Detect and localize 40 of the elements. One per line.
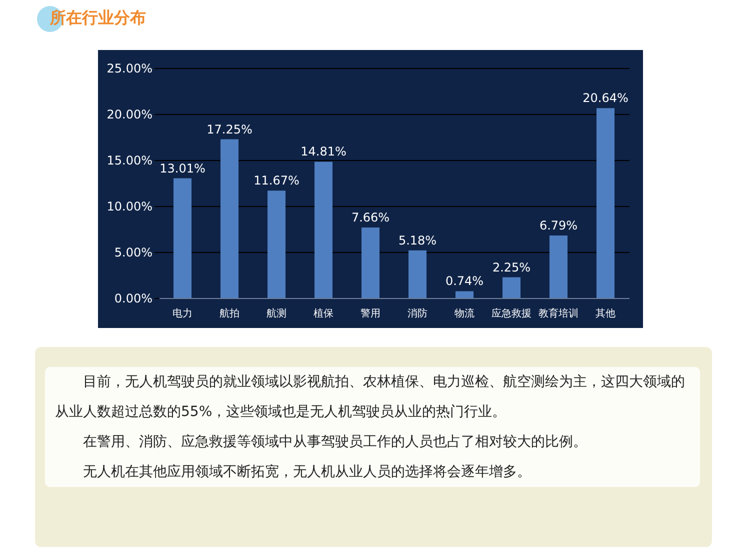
x-tick-label: 警用 — [360, 308, 380, 320]
bar — [220, 139, 238, 298]
text: 无人机在其他应用领域不断拓宽，无人机从业人员的选择将会逐年增多。 — [82, 463, 532, 482]
x-tick-label: 航测 — [266, 308, 286, 320]
data-label: 7.66% — [351, 210, 390, 225]
data-label: 20.64% — [582, 91, 628, 106]
y-tick-label: 10.00% — [106, 200, 152, 214]
y-tick-label: 5.00% — [114, 246, 152, 260]
x-tick-label: 应急救援 — [492, 308, 532, 320]
x-tick-label: 教育培训 — [538, 308, 578, 320]
data-label: 11.67% — [254, 174, 300, 188]
data-label: 6.79% — [539, 218, 578, 233]
y-tick-label: 15.00% — [106, 154, 152, 168]
chart-title: 所在行业分布 — [50, 8, 146, 29]
y-tick-label: 20.00% — [106, 108, 152, 122]
bar — [408, 250, 426, 298]
x-tick-label: 电力 — [172, 308, 192, 320]
bar — [550, 236, 568, 298]
x-tick-label: 植保 — [314, 308, 334, 320]
data-label: 0.74% — [445, 274, 484, 288]
x-tick-label: 其他 — [596, 308, 616, 320]
data-label: 13.01% — [160, 161, 206, 176]
x-tick-label: 航拍 — [220, 308, 240, 320]
bar — [314, 162, 332, 298]
y-tick-label: 25.00% — [106, 62, 152, 76]
text: 在警用、消防、应急救援等领域中从事驾驶员工作的人员也占了相对较大的比例。 — [82, 433, 588, 452]
data-label: 14.81% — [300, 144, 346, 159]
bar — [174, 178, 192, 298]
bar — [362, 228, 380, 298]
text: 目前，无人机驾驶员的就业领域以影视航拍、农林植保、电力巡检、航空测绘为主，这四大领域的从业人数超过总数的55%，这些领域也是无人机驾驶员从业的热门行业。 — [55, 373, 686, 422]
data-label: 2.25% — [492, 260, 531, 274]
x-tick-label: 物流 — [454, 308, 474, 320]
bar — [502, 277, 520, 298]
data-label: 5.18% — [398, 233, 437, 248]
data-label: 17.25% — [206, 122, 252, 136]
x-tick-label: 消防 — [408, 308, 428, 320]
bar — [596, 108, 614, 298]
bar — [268, 190, 286, 298]
y-tick-label: 0.00% — [114, 292, 152, 306]
bar — [456, 291, 474, 298]
